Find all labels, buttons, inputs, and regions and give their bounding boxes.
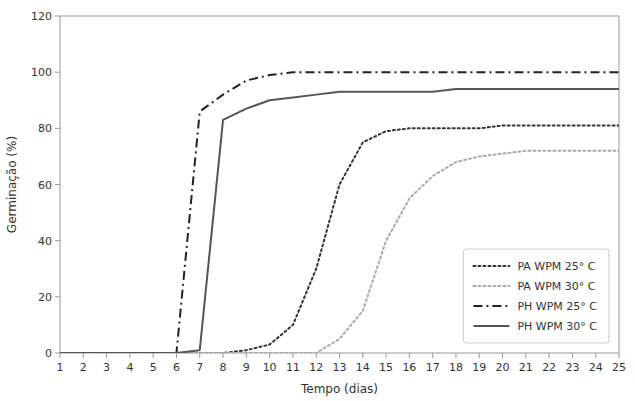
x-tick: [129, 353, 130, 358]
legend-swatch: [473, 305, 509, 307]
legend-label: PH WPM 30° C: [517, 320, 597, 333]
y-tick-label: 60: [38, 179, 52, 192]
y-tick-label: 0: [45, 347, 52, 360]
y-tick: [55, 296, 60, 297]
y-tick-label: 120: [31, 10, 52, 23]
y-tick: [55, 16, 60, 17]
x-tick-label: 13: [333, 361, 347, 374]
x-tick-label: 5: [150, 361, 157, 374]
x-tick: [269, 353, 270, 358]
x-axis-label: Tempo (dias): [300, 382, 378, 396]
y-tick: [55, 72, 60, 73]
legend-swatch: [473, 285, 509, 287]
x-tick-label: 10: [263, 361, 277, 374]
plot-frame: [60, 16, 619, 353]
x-tick: [106, 353, 107, 358]
y-tick-label: 100: [31, 66, 52, 79]
x-tick-label: 22: [542, 361, 556, 374]
x-tick: [176, 353, 177, 358]
x-tick: [409, 353, 410, 358]
y-tick: [55, 128, 60, 129]
legend-box: [463, 249, 609, 343]
x-tick: [246, 353, 247, 358]
legend-swatch: [473, 325, 509, 327]
x-tick: [292, 353, 293, 358]
x-tick-label: 6: [173, 361, 180, 374]
x-tick: [432, 353, 433, 358]
x-tick: [525, 353, 526, 358]
series-line: [60, 151, 619, 353]
x-tick: [339, 353, 340, 358]
x-tick: [619, 353, 620, 358]
x-tick-label: 3: [103, 361, 110, 374]
x-tick-label: 17: [426, 361, 440, 374]
series-line: [60, 72, 619, 353]
y-axis-label: Germinação (%): [5, 136, 19, 233]
chart: 0204060801001201234567891011121314151617…: [0, 0, 635, 401]
y-tick: [55, 353, 60, 354]
x-tick: [549, 353, 550, 358]
y-tick-label: 80: [38, 122, 52, 135]
x-tick-label: 2: [80, 361, 87, 374]
x-tick-label: 16: [402, 361, 416, 374]
x-tick: [595, 353, 596, 358]
x-tick-label: 11: [286, 361, 300, 374]
x-tick-label: 15: [379, 361, 393, 374]
x-tick-label: 19: [472, 361, 486, 374]
x-tick-label: 24: [589, 361, 603, 374]
y-tick-label: 20: [38, 291, 52, 304]
x-tick: [386, 353, 387, 358]
x-tick: [455, 353, 456, 358]
x-tick: [199, 353, 200, 358]
x-tick: [60, 353, 61, 358]
legend-label: PA WPM 25° C: [517, 260, 595, 273]
y-tick-label: 40: [38, 235, 52, 248]
series-line: [60, 89, 619, 353]
y-tick: [55, 240, 60, 241]
x-tick-label: 20: [496, 361, 510, 374]
x-tick-label: 8: [220, 361, 227, 374]
x-tick-label: 12: [309, 361, 323, 374]
x-tick-label: 1: [57, 361, 64, 374]
x-tick-label: 21: [519, 361, 533, 374]
x-tick: [502, 353, 503, 358]
series-line: [60, 126, 619, 353]
x-tick-label: 25: [612, 361, 626, 374]
legend-swatch: [473, 265, 509, 267]
legend-label: PA WPM 30° C: [517, 280, 595, 293]
x-tick-label: 7: [196, 361, 203, 374]
x-tick: [572, 353, 573, 358]
x-tick-label: 9: [243, 361, 250, 374]
x-tick-label: 4: [126, 361, 133, 374]
x-tick-label: 23: [565, 361, 579, 374]
x-tick: [83, 353, 84, 358]
legend-label: PH WPM 25° C: [517, 300, 597, 313]
y-tick: [55, 184, 60, 185]
x-tick: [153, 353, 154, 358]
legend: PA WPM 25° C PA WPM 30° C PH WPM 25° C PH W…: [463, 249, 609, 343]
x-tick: [479, 353, 480, 358]
x-tick: [316, 353, 317, 358]
x-tick-label: 14: [356, 361, 370, 374]
x-tick: [223, 353, 224, 358]
plot-area: [60, 72, 619, 353]
x-tick-label: 18: [449, 361, 463, 374]
x-tick: [362, 353, 363, 358]
